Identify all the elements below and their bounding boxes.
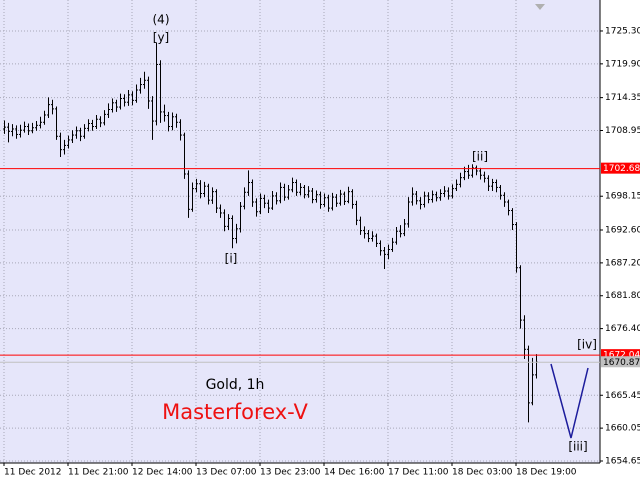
x-tick-label: 12 Dec 14:00 <box>132 468 193 478</box>
y-tick-label: 1687.20 <box>605 258 640 268</box>
bars <box>3 42 538 423</box>
y-tick-label: 1660.05 <box>605 424 640 434</box>
price-label-box <box>601 349 640 361</box>
x-tick-label: 11 Dec 2012 <box>4 468 62 478</box>
wave-label: [iv] <box>577 338 597 352</box>
y-tick-label: 1665.45 <box>605 391 640 401</box>
x-tick-label: 14 Dec 16:00 <box>324 468 385 478</box>
x-tick-label: 13 Dec 23:00 <box>260 468 321 478</box>
price-label-box <box>601 356 640 368</box>
wave-label: [iii] <box>568 440 587 454</box>
x-tick-label: 18 Dec 03:00 <box>452 468 513 478</box>
wave-label: [y] <box>153 31 169 45</box>
y-tick-label: 1698.15 <box>605 192 640 202</box>
wave-label: (4) <box>153 13 170 27</box>
x-tick-label: 13 Dec 07:00 <box>196 468 257 478</box>
plot-area <box>0 0 600 463</box>
y-tick-label: 1719.90 <box>605 59 640 69</box>
y-tick-label: 1692.60 <box>605 226 640 236</box>
y-tick-label: 1676.40 <box>605 324 640 334</box>
y-tick-label: 1725.30 <box>605 26 640 36</box>
x-tick-label: 18 Dec 19:00 <box>516 468 577 478</box>
y-tick-label: 1708.95 <box>605 126 640 136</box>
y-tick-label: 1681.80 <box>605 291 640 301</box>
wave-label: [ii] <box>472 150 488 164</box>
wave-label: [i] <box>225 252 238 266</box>
wave-projection <box>550 363 589 439</box>
y-tick-label: 1654.65 <box>605 456 640 466</box>
price-label: 1702.68 <box>603 164 640 174</box>
price-label: 1672.04 <box>603 351 640 361</box>
brand-label: Masterforex-V <box>162 400 308 424</box>
price-label: 1670.87 <box>603 358 640 368</box>
symbol-label: Gold, 1h <box>206 377 265 393</box>
price-label-box <box>601 162 640 174</box>
y-tick-label: 1714.35 <box>605 93 640 103</box>
x-tick-label: 17 Dec 11:00 <box>388 468 449 478</box>
shift-marker <box>535 4 545 10</box>
x-tick-label: 11 Dec 21:00 <box>68 468 129 478</box>
